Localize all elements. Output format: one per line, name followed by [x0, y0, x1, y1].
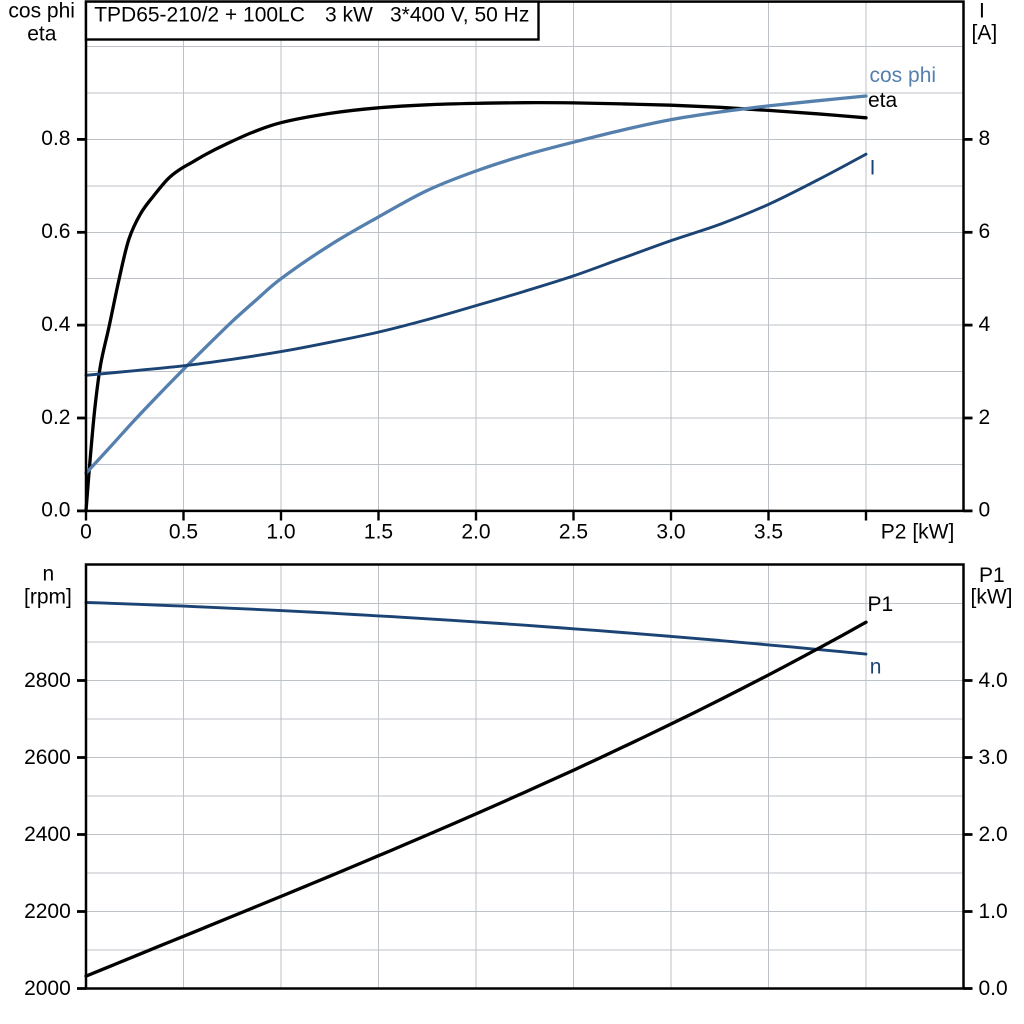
svg-text:P2 [kW]: P2 [kW] — [881, 520, 955, 543]
svg-text:2: 2 — [979, 406, 991, 429]
svg-text:2.0: 2.0 — [979, 823, 1008, 846]
svg-text:1.0: 1.0 — [266, 520, 295, 543]
svg-text:0.8: 0.8 — [41, 127, 70, 150]
svg-text:2000: 2000 — [24, 977, 71, 1000]
svg-text:3*400 V, 50 Hz: 3*400 V, 50 Hz — [390, 4, 529, 27]
svg-text:4.0: 4.0 — [979, 669, 1008, 692]
svg-text:8: 8 — [979, 127, 991, 150]
svg-text:P1: P1 — [868, 593, 894, 616]
svg-text:2600: 2600 — [24, 746, 71, 769]
svg-text:0: 0 — [979, 499, 991, 522]
svg-text:[A]: [A] — [972, 22, 998, 45]
svg-text:1.5: 1.5 — [364, 520, 393, 543]
svg-text:2200: 2200 — [24, 900, 71, 923]
svg-text:6: 6 — [979, 220, 991, 243]
svg-text:I: I — [979, 0, 985, 22]
svg-text:0.0: 0.0 — [979, 977, 1008, 1000]
svg-text:cos phi: cos phi — [870, 64, 937, 87]
svg-text:2.0: 2.0 — [461, 520, 490, 543]
svg-text:3.5: 3.5 — [754, 520, 783, 543]
svg-text:eta: eta — [868, 89, 898, 112]
svg-text:cos phi: cos phi — [8, 0, 75, 23]
svg-text:P1: P1 — [979, 564, 1005, 587]
svg-text:0.2: 0.2 — [41, 406, 70, 429]
svg-text:I: I — [870, 156, 876, 179]
svg-text:2.5: 2.5 — [559, 520, 588, 543]
svg-text:n: n — [870, 656, 882, 679]
svg-text:TPD65-210/2 + 100LC: TPD65-210/2 + 100LC — [94, 4, 305, 27]
svg-text:0.6: 0.6 — [41, 220, 70, 243]
svg-text:0: 0 — [80, 520, 92, 543]
svg-text:3 kW: 3 kW — [325, 4, 373, 27]
svg-text:3.0: 3.0 — [979, 746, 1008, 769]
svg-text:n: n — [43, 563, 55, 586]
svg-text:2400: 2400 — [24, 823, 71, 846]
svg-text:3.0: 3.0 — [656, 520, 685, 543]
svg-text:4: 4 — [979, 313, 991, 336]
svg-text:eta: eta — [27, 22, 57, 45]
svg-text:0.4: 0.4 — [41, 313, 71, 336]
svg-text:2800: 2800 — [24, 669, 71, 692]
svg-text:0.5: 0.5 — [169, 520, 198, 543]
svg-text:0.0: 0.0 — [41, 499, 70, 522]
svg-text:[rpm]: [rpm] — [24, 586, 72, 609]
svg-text:1.0: 1.0 — [979, 900, 1008, 923]
svg-text:[kW]: [kW] — [971, 586, 1013, 609]
